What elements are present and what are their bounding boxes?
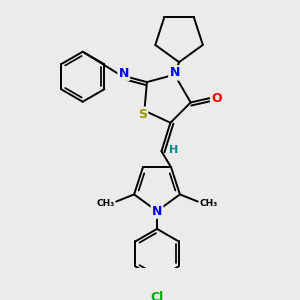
Text: CH₃: CH₃ (200, 199, 218, 208)
Text: N: N (118, 67, 129, 80)
Text: H: H (169, 145, 178, 154)
Text: O: O (211, 92, 222, 104)
Text: CH₃: CH₃ (96, 199, 115, 208)
Text: Cl: Cl (150, 291, 164, 300)
Text: N: N (152, 205, 162, 218)
Text: S: S (138, 108, 147, 121)
Text: N: N (169, 66, 180, 80)
